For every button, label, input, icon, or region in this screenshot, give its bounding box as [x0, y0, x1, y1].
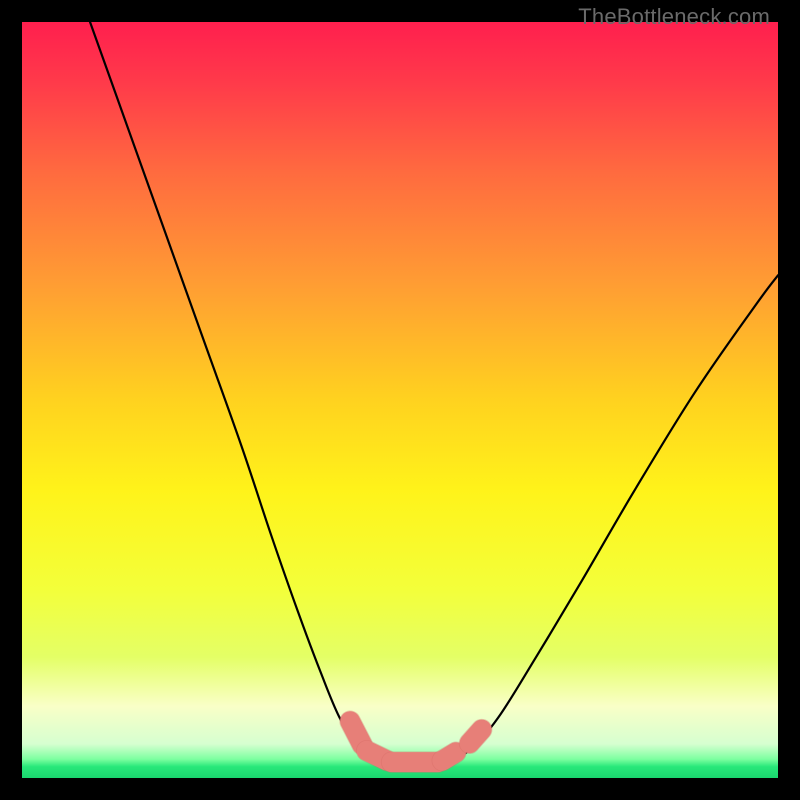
marker-capsule-4 [470, 730, 482, 744]
plot-area [22, 22, 778, 778]
marker-layer [22, 22, 778, 778]
frame-border-bottom [0, 778, 800, 800]
marker-capsule-3 [442, 752, 456, 760]
watermark-text: TheBottleneck.com [578, 4, 770, 30]
marker-capsule-0 [350, 721, 362, 744]
frame-border-left [0, 0, 22, 800]
chart-frame: TheBottleneck.com [0, 0, 800, 800]
frame-border-right [778, 0, 800, 800]
